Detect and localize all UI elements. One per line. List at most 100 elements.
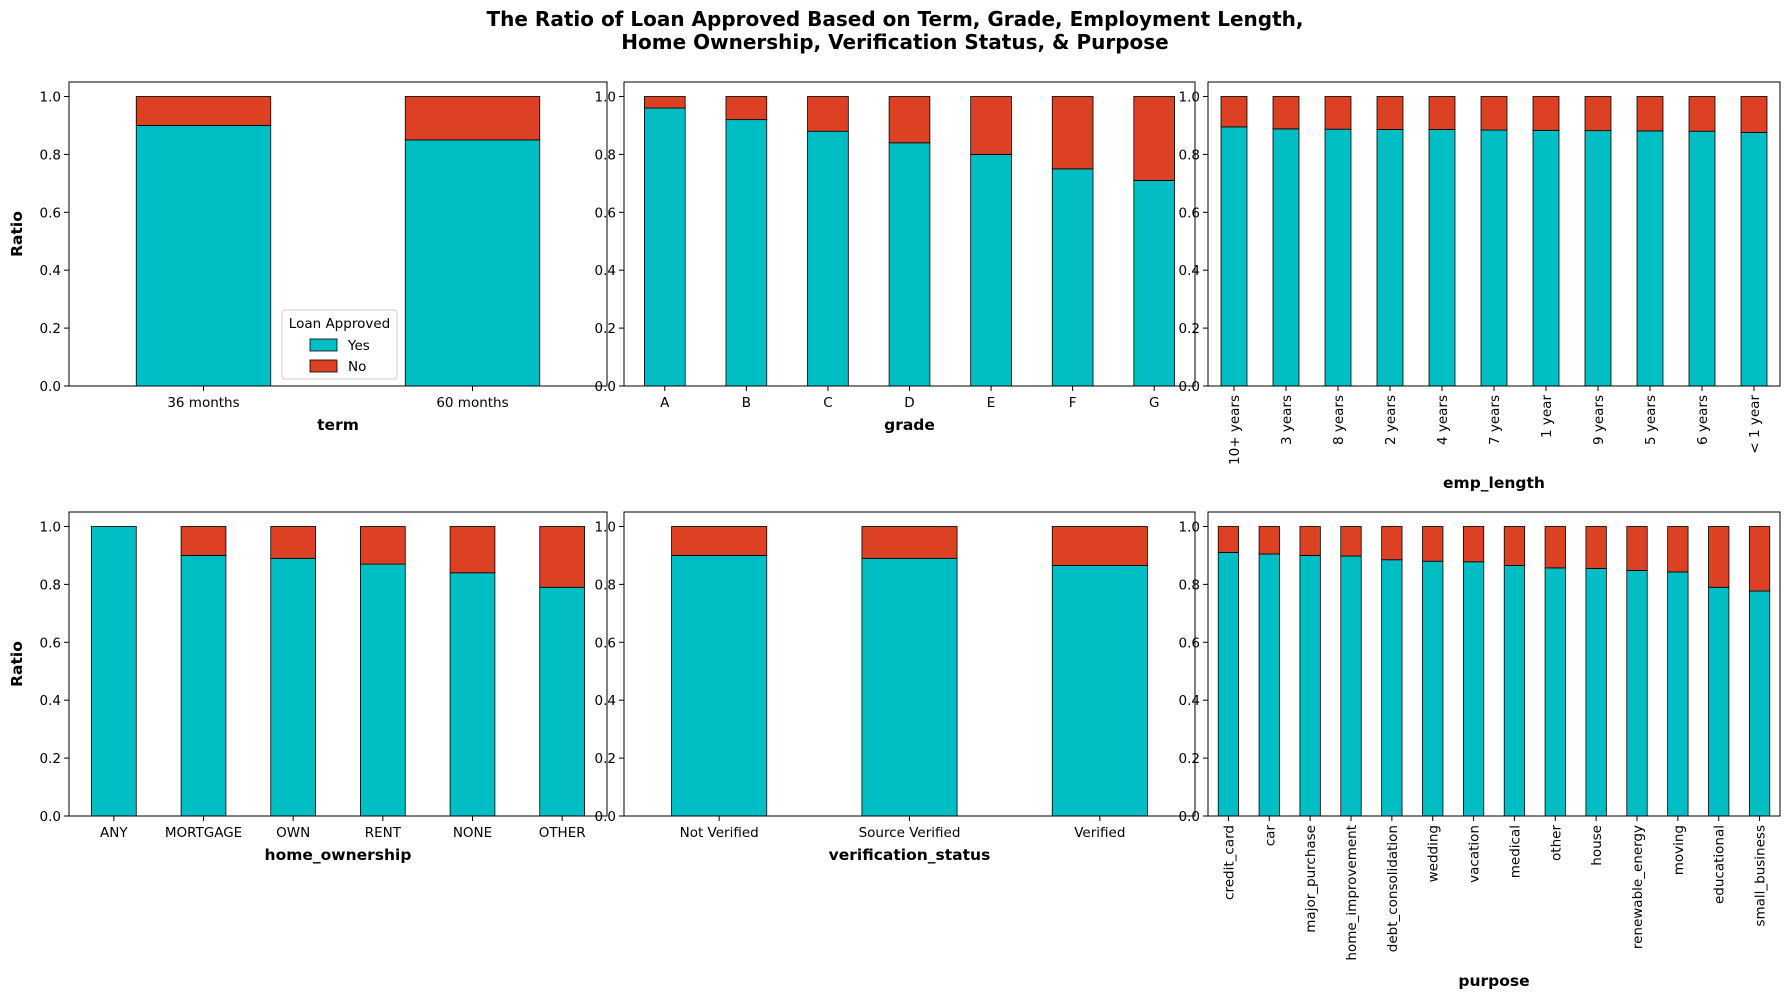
bar-no [1462, 526, 1485, 563]
bar-no [725, 96, 768, 121]
bar-yes [1532, 129, 1560, 387]
x-axis-label: verification_status [829, 846, 991, 864]
bar-no [404, 96, 541, 141]
bar-no [1340, 526, 1362, 557]
y-tick-label: 0.6 [1179, 205, 1200, 221]
x-tick-label: vacation [1467, 825, 1483, 883]
bar-no [1217, 526, 1240, 553]
bar-no [970, 96, 1012, 155]
bar-no [1532, 96, 1560, 131]
y-tick-label: 1.0 [40, 519, 61, 535]
legend-label-yes: Yes [347, 338, 370, 354]
x-axis-label: term [317, 416, 359, 434]
bar-no [1299, 526, 1321, 556]
bar-yes [91, 526, 137, 817]
bar-no [671, 526, 768, 556]
y-tick-label: 0.0 [40, 379, 61, 395]
bar-yes [1462, 561, 1485, 817]
x-axis-label: emp_length [1443, 474, 1545, 492]
y-tick-label: 0.8 [40, 147, 61, 163]
y-tick-label: 0.8 [595, 147, 616, 163]
bar-yes [643, 107, 686, 387]
x-tick-label: D [904, 395, 914, 411]
bar-yes [1428, 129, 1456, 387]
x-tick-label: renewable_energy [1630, 825, 1646, 949]
bar-yes [1544, 567, 1566, 817]
y-tick-label: 0.4 [595, 263, 616, 279]
bar-no [1480, 96, 1508, 131]
y-tick-label: 0.4 [1179, 693, 1200, 709]
bar-yes [1688, 130, 1716, 387]
bar-yes [1381, 559, 1403, 817]
x-tick-label: small_business [1753, 825, 1769, 927]
bar-no [539, 526, 585, 588]
y-tick-label: 0.0 [1179, 379, 1200, 395]
bar-yes [725, 119, 768, 387]
bar-yes [1051, 565, 1148, 817]
x-tick-label: 3 years [1279, 395, 1295, 445]
bar-yes [1340, 555, 1362, 817]
chart-panel-purpose: 0.0 0.2 0.4 0.6 0.8 1.0 credit_card car major_pu… [1179, 511, 1781, 990]
y-tick-label: 0.2 [595, 751, 616, 767]
bar-yes [861, 557, 958, 817]
bar-yes [449, 572, 496, 817]
y-tick-label: 0.0 [595, 809, 616, 825]
x-tick-label: credit_card [1221, 825, 1237, 900]
bar-no [1585, 526, 1607, 569]
x-tick-label: < 1 year [1747, 395, 1763, 454]
x-tick-label: Not Verified [680, 825, 759, 841]
y-tick-label: 0.6 [595, 635, 616, 651]
y-tick-label: 1.0 [595, 519, 616, 535]
x-tick-label: OTHER [539, 825, 586, 841]
bar-yes [360, 563, 406, 817]
bar-no [1740, 96, 1768, 133]
x-tick-label: 10+ years [1227, 395, 1243, 465]
x-tick-label: RENT [365, 825, 402, 841]
y-tick-label: 0.6 [1179, 635, 1200, 651]
bar-yes [1272, 128, 1300, 387]
y-axis-label: Ratio [8, 641, 26, 687]
y-tick-label: 0.8 [595, 577, 616, 593]
x-tick-label: car [1262, 825, 1278, 847]
x-tick-label: 5 years [1643, 395, 1659, 445]
x-tick-label: debt_consolidation [1385, 825, 1401, 952]
x-tick-label: C [823, 395, 832, 411]
bar-yes [1626, 570, 1648, 817]
y-tick-label: 0.6 [40, 205, 61, 221]
x-tick-label: 6 years [1695, 395, 1711, 445]
y-tick-label: 0.4 [40, 263, 61, 279]
legend-label-no: No [348, 359, 366, 375]
bar-no [1428, 96, 1456, 130]
bar-no [1748, 526, 1771, 592]
bar-no [861, 526, 958, 559]
bar-yes [1220, 126, 1248, 387]
bar-no [1381, 526, 1403, 561]
y-tick-label: 0.0 [595, 379, 616, 395]
legend-swatch-yes [309, 338, 338, 352]
bar-yes [1480, 129, 1508, 387]
x-tick-label: 36 months [167, 395, 239, 411]
x-tick-label: A [660, 395, 670, 411]
axes-frame [623, 81, 1196, 387]
bar-no [1584, 96, 1612, 132]
y-tick-label: 0.2 [40, 321, 61, 337]
bar-no [1708, 526, 1730, 588]
bar-yes [1584, 130, 1612, 387]
bar-no [135, 96, 272, 126]
bar-yes [1133, 180, 1176, 387]
x-tick-label: F [1069, 395, 1077, 411]
y-tick-label: 1.0 [40, 89, 61, 105]
bar-no [1626, 526, 1648, 571]
x-tick-label: 4 years [1435, 395, 1451, 445]
axes-frame [68, 511, 608, 817]
x-tick-label: Source Verified [859, 825, 961, 841]
y-tick-label: 0.2 [40, 751, 61, 767]
bar-no [1376, 96, 1404, 130]
bar-no [180, 526, 227, 556]
y-tick-label: 0.4 [40, 693, 61, 709]
bar-yes [1258, 553, 1280, 817]
chart-panels: 0.0 0.2 0.4 0.6 0.8 1.0 36 months 60 months term… [8, 81, 1781, 990]
y-tick-label: 0.2 [595, 321, 616, 337]
bar-no [888, 96, 931, 144]
